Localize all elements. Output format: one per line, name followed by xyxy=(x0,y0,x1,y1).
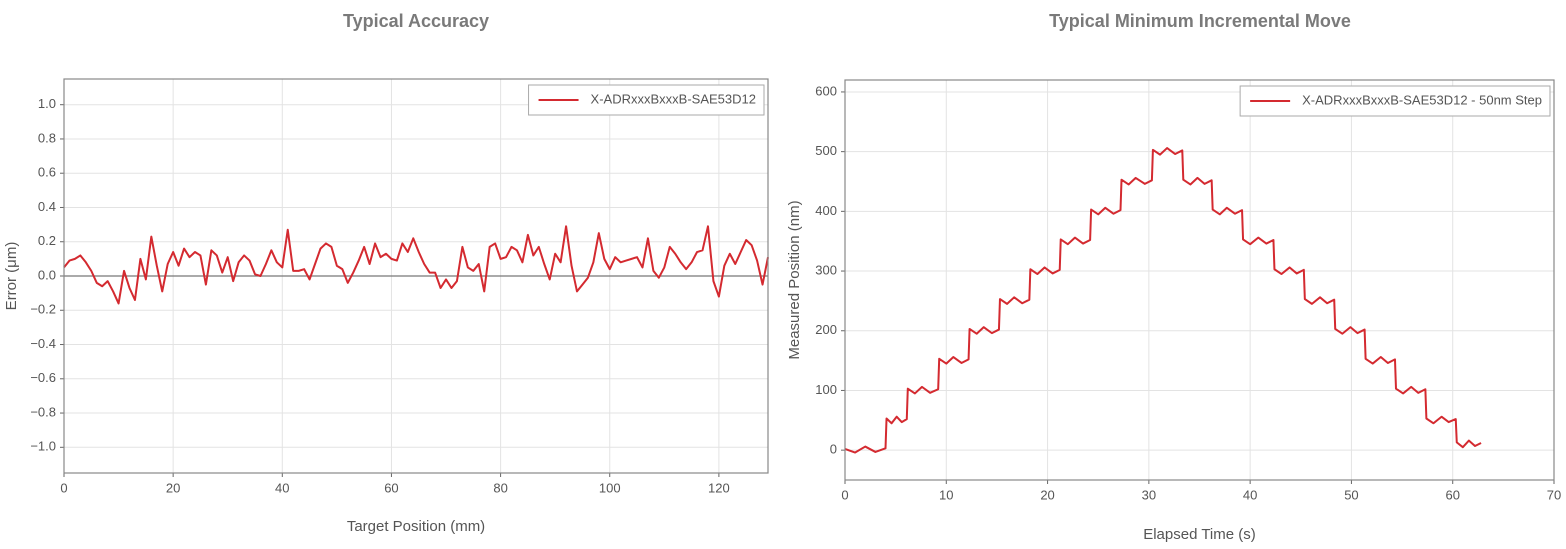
x-axis-label: Elapsed Time (s) xyxy=(1143,526,1256,543)
x-tick-label: 40 xyxy=(1243,487,1257,502)
y-tick-label: 1.0 xyxy=(38,96,56,111)
y-tick-label: −0.4 xyxy=(30,336,56,351)
legend-box xyxy=(1239,85,1551,117)
x-tick-label: 100 xyxy=(599,480,621,495)
x-tick-label: 20 xyxy=(166,480,180,495)
x-tick-label: 60 xyxy=(1445,487,1459,502)
y-tick-label: 0.8 xyxy=(38,130,56,145)
y-tick-label: 0.0 xyxy=(38,267,56,282)
y-tick-label: 100 xyxy=(815,382,837,397)
legend: X-ADRxxxBxxxB-SAE53D12 xyxy=(528,84,765,116)
y-tick-label: −0.2 xyxy=(30,302,56,317)
x-tick-label: 80 xyxy=(493,480,507,495)
x-tick-label: 20 xyxy=(1040,487,1054,502)
plot-area xyxy=(845,80,1554,480)
y-axis-label: Measured Position (nm) xyxy=(786,200,803,359)
x-tick-label: 10 xyxy=(939,487,953,502)
plot-frame xyxy=(844,79,1555,481)
y-tick-label: 0.2 xyxy=(38,233,56,248)
y-tick-label: 200 xyxy=(815,322,837,337)
y-tick-label: −0.8 xyxy=(30,404,56,419)
data-line xyxy=(63,225,769,305)
x-tick-label: 70 xyxy=(1547,487,1561,502)
legend: X-ADRxxxBxxxB-SAE53D12 - 50nm Step xyxy=(1239,85,1551,117)
chart-title: Typical Minimum Incremental Move xyxy=(1049,11,1351,31)
x-tick-label: 0 xyxy=(60,480,67,495)
data-line xyxy=(844,147,1482,454)
x-tick-label: 120 xyxy=(708,480,730,495)
x-tick-label: 40 xyxy=(275,480,289,495)
y-tick-label: 500 xyxy=(815,143,837,158)
y-tick-label: 300 xyxy=(815,262,837,277)
chart-title: Typical Accuracy xyxy=(343,11,489,31)
y-axis-label: Error (μm) xyxy=(3,242,20,311)
x-tick-label: 60 xyxy=(384,480,398,495)
x-axis-label: Target Position (mm) xyxy=(347,518,485,535)
y-tick-label: 600 xyxy=(815,83,837,98)
x-tick-label: 30 xyxy=(1142,487,1156,502)
plot-frame xyxy=(63,78,769,474)
y-tick-label: 0 xyxy=(830,442,837,457)
y-tick-label: 0.6 xyxy=(38,165,56,180)
y-tick-label: −1.0 xyxy=(30,439,56,454)
legend-label: X-ADRxxxBxxxB-SAE53D12 xyxy=(591,91,756,106)
y-tick-label: 0.4 xyxy=(38,199,56,214)
y-tick-label: −0.6 xyxy=(30,370,56,385)
x-tick-label: 50 xyxy=(1344,487,1358,502)
legend-label: X-ADRxxxBxxxB-SAE53D12 - 50nm Step xyxy=(1302,92,1542,107)
y-tick-label: 400 xyxy=(815,203,837,218)
x-tick-label: 0 xyxy=(841,487,848,502)
